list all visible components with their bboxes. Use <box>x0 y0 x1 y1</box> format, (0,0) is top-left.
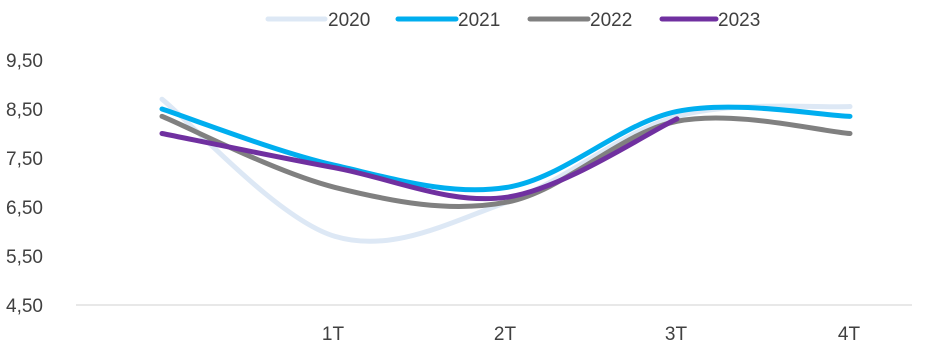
series-line-2022 <box>159 113 853 210</box>
legend-label: 2023 <box>718 10 760 31</box>
x-tick-label: 3T <box>665 324 688 344</box>
series-line-2021 <box>159 104 853 193</box>
y-tick-label: 5,50 <box>6 247 43 268</box>
y-tick-label: 4,50 <box>6 296 43 317</box>
x-tick-label: 4T <box>838 324 861 344</box>
x-tick-label: 1T <box>322 324 345 344</box>
legend-label: 2022 <box>590 10 632 31</box>
legend: 2020 2021 2022 2023 <box>265 10 760 31</box>
y-tick-label: 8,50 <box>6 100 43 121</box>
legend-label: 2020 <box>328 10 370 31</box>
axes: 4,50 5,50 6,50 7,50 8,50 9,50 1T 2T 3T 4T <box>6 51 912 345</box>
legend-label: 2021 <box>458 10 500 31</box>
x-tick-label: 2T <box>494 324 517 344</box>
legend-item-2020: 2020 <box>265 10 370 31</box>
series-lines <box>159 96 853 244</box>
y-tick-label: 6,50 <box>6 198 43 219</box>
legend-item-2022: 2022 <box>527 10 632 31</box>
y-tick-label: 7,50 <box>6 149 43 170</box>
series-line-2023 <box>159 116 680 202</box>
legend-item-2023: 2023 <box>659 10 760 31</box>
legend-item-2021: 2021 <box>395 10 500 31</box>
y-tick-label: 9,50 <box>6 51 43 72</box>
